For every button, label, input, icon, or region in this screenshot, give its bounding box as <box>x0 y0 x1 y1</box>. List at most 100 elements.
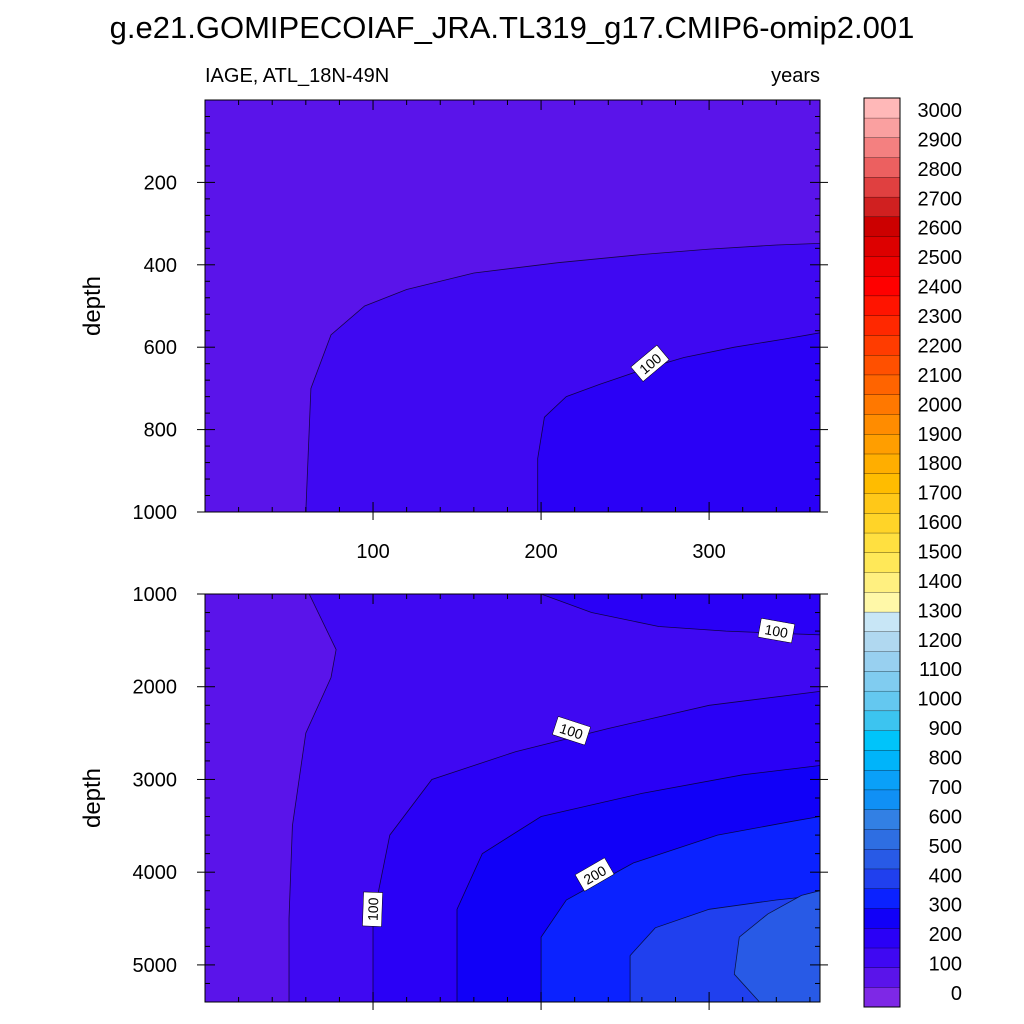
colorbar-swatch <box>863 414 901 435</box>
colorbar-label: 100 <box>929 954 962 976</box>
colorbar-swatch <box>863 137 901 158</box>
colorbar-swatch <box>863 987 901 1008</box>
colorbar-swatch <box>863 789 901 810</box>
x-tick-label: 300 <box>692 541 725 563</box>
colorbar-label: 2200 <box>918 335 963 357</box>
colorbar: 0 100 200 300 400 500 600 700 800 900 1000 1100 1200… <box>863 97 963 1008</box>
colorbar-label: 3000 <box>918 100 963 122</box>
colorbar-swatch <box>863 275 901 297</box>
colorbar-label: 1300 <box>918 600 963 622</box>
y-tick-label: 800 <box>144 420 177 442</box>
colorbar-swatch <box>863 710 901 731</box>
colorbar-swatch <box>863 453 901 474</box>
colorbar-label: 1400 <box>918 571 963 593</box>
colorbar-swatch <box>863 433 901 455</box>
colorbar-label: 500 <box>929 836 962 858</box>
chart-title: g.e21.GOMIPECOIAF_JRA.TL319_g17.CMIP6-om… <box>110 10 915 45</box>
contour-label: 100 <box>362 891 383 927</box>
y-tick-label: 400 <box>144 255 177 277</box>
plot-area <box>205 594 820 1002</box>
colorbar-swatch <box>863 651 901 672</box>
colorbar-swatch <box>863 591 901 613</box>
colorbar-label: 1200 <box>918 630 963 652</box>
colorbar-swatch <box>863 670 901 692</box>
colorbar-swatch <box>863 97 901 119</box>
colorbar-swatch <box>863 631 901 652</box>
colorbar-swatch <box>863 947 901 968</box>
svg-text:100: 100 <box>365 897 382 921</box>
colorbar-swatch <box>863 552 901 573</box>
colorbar-label: 1000 <box>918 689 963 711</box>
colorbar-label: 1900 <box>918 424 963 446</box>
colorbar-swatch <box>863 394 901 415</box>
colorbar-swatch <box>863 532 901 553</box>
colorbar-swatch <box>863 769 901 791</box>
contour-line <box>537 332 820 512</box>
contour-label: 100 <box>757 618 796 644</box>
colorbar-label: 1100 <box>919 659 962 681</box>
colorbar-label: 300 <box>929 895 962 917</box>
contour-fill <box>734 890 820 1002</box>
y-tick-label: 4000 <box>133 862 178 884</box>
contour-label: 100 <box>552 716 591 746</box>
colorbar-swatch <box>863 196 901 218</box>
y-axis-label: depth <box>79 768 106 828</box>
colorbar-label: 1800 <box>918 453 963 475</box>
colorbar-label: 2100 <box>918 365 963 387</box>
colorbar-label: 2600 <box>918 218 963 240</box>
y-tick-label: 600 <box>144 337 177 359</box>
colorbar-label: 900 <box>929 718 962 740</box>
colorbar-label: 1700 <box>918 483 963 505</box>
x-tick-label: 100 <box>356 541 389 563</box>
contour-line <box>629 895 820 1002</box>
colorbar-swatch <box>863 730 901 751</box>
colorbar-swatch <box>863 868 901 889</box>
colorbar-swatch <box>863 315 901 336</box>
colorbar-swatch <box>863 255 901 277</box>
y-tick-label: 200 <box>144 172 177 194</box>
y-tick-label: 3000 <box>133 769 178 791</box>
svg-text:100: 100 <box>763 621 789 641</box>
colorbar-swatch <box>863 295 901 316</box>
colorbar-label: 600 <box>929 806 962 828</box>
svg-text:100: 100 <box>558 720 585 743</box>
colorbar-swatch <box>863 157 901 178</box>
colorbar-label: 1600 <box>918 512 963 534</box>
colorbar-label: 2700 <box>918 188 963 210</box>
contour-line <box>288 594 337 1002</box>
colorbar-swatch <box>863 176 901 198</box>
contour-fill <box>541 594 820 635</box>
colorbar-label: 2000 <box>918 394 963 416</box>
colorbar-label: 400 <box>929 865 962 887</box>
colorbar-swatch <box>863 749 901 771</box>
colorbar-swatch <box>863 117 901 138</box>
contour-line <box>733 890 820 1002</box>
colorbar-label: 2500 <box>918 247 963 269</box>
colorbar-swatch <box>863 473 901 494</box>
colorbar-swatch <box>863 809 901 830</box>
colorbar-swatch <box>863 216 901 237</box>
y-tick-label: 5000 <box>133 955 178 977</box>
colorbar-label: 2900 <box>918 129 963 151</box>
contour-fill <box>537 332 820 512</box>
colorbar-label: 2300 <box>918 306 963 328</box>
contour-line <box>456 765 820 1002</box>
y-tick-label: 2000 <box>133 677 178 699</box>
plot-frame <box>204 99 821 513</box>
colorbar-label: 2800 <box>918 159 963 181</box>
colorbar-swatch <box>863 374 901 395</box>
colorbar-label: 200 <box>929 924 962 946</box>
contour-line <box>540 594 820 636</box>
colorbar-swatch <box>863 334 901 356</box>
contour-line <box>540 816 820 1002</box>
colorbar-swatch <box>863 611 901 632</box>
contour-line <box>305 243 820 512</box>
colorbar-swatch <box>863 236 901 257</box>
colorbar-swatch <box>863 967 901 988</box>
colorbar-swatch <box>863 572 901 593</box>
x-tick-label: 200 <box>524 541 557 563</box>
colorbar-swatch <box>863 888 901 909</box>
colorbar-swatch <box>863 848 901 870</box>
